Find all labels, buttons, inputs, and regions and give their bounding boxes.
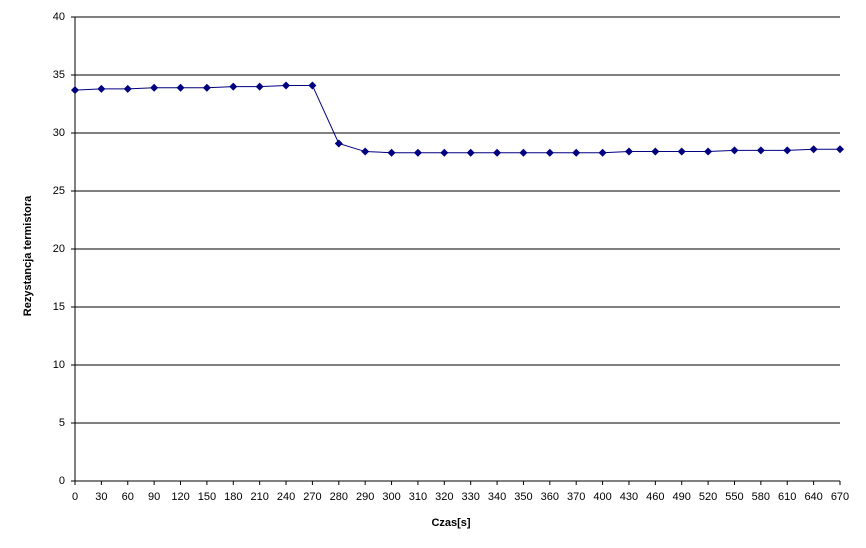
x-tick-label: 430 [620, 491, 638, 503]
x-tick-label: 350 [514, 491, 532, 503]
y-axis-label: Rezystancja termistora [22, 195, 34, 316]
data-point [756, 146, 765, 155]
data-point [176, 83, 185, 92]
data-point [282, 81, 291, 90]
data-point [255, 82, 264, 91]
x-tick-label: 340 [488, 491, 506, 503]
x-tick-label: 90 [148, 491, 160, 503]
x-tick-label: 150 [198, 491, 216, 503]
data-point [572, 148, 581, 157]
y-tick-label: 5 [59, 417, 65, 429]
x-tick-label: 610 [778, 491, 796, 503]
data-point [308, 81, 317, 90]
data-point [783, 146, 792, 155]
data-point [677, 147, 686, 156]
y-tick-label: 35 [53, 69, 65, 81]
x-tick-label: 640 [804, 491, 822, 503]
x-tick-label: 550 [725, 491, 743, 503]
y-tick-label: 25 [53, 185, 65, 197]
data-point [413, 148, 422, 157]
x-tick-label: 270 [303, 491, 321, 503]
x-tick-label: 320 [435, 491, 453, 503]
x-tick-label: 300 [382, 491, 400, 503]
y-tick-label: 0 [59, 475, 65, 487]
data-point [97, 84, 106, 93]
y-tick-label: 15 [53, 301, 65, 313]
data-point [440, 148, 449, 157]
x-tick-label: 520 [699, 491, 717, 503]
x-tick-label: 180 [224, 491, 242, 503]
data-point [493, 148, 502, 157]
data-point [229, 82, 238, 91]
x-tick-label: 400 [593, 491, 611, 503]
x-tick-label: 290 [356, 491, 374, 503]
data-point [545, 148, 554, 157]
x-tick-label: 490 [673, 491, 691, 503]
data-point [361, 147, 370, 156]
data-point [334, 139, 343, 148]
x-tick-label: 0 [72, 491, 78, 503]
data-point [836, 145, 844, 154]
x-tick-label: 360 [541, 491, 559, 503]
data-point [466, 148, 475, 157]
x-tick-label: 240 [277, 491, 295, 503]
x-axis-label: Czas[s] [431, 517, 470, 529]
x-tick-label: 210 [250, 491, 268, 503]
data-point [150, 83, 159, 92]
data-point [651, 147, 660, 156]
y-tick-label: 40 [53, 11, 65, 23]
x-tick-label: 120 [171, 491, 189, 503]
x-tick-label: 460 [646, 491, 664, 503]
y-tick-label: 10 [53, 359, 65, 371]
data-point [123, 84, 132, 93]
data-point [519, 148, 528, 157]
x-tick-label: 30 [95, 491, 107, 503]
data-point [71, 86, 79, 95]
x-tick-label: 310 [409, 491, 427, 503]
data-point [387, 148, 396, 157]
x-tick-label: 330 [462, 491, 480, 503]
data-point [704, 147, 713, 156]
x-tick-label: 580 [752, 491, 770, 503]
data-line [74, 84, 840, 154]
data-point [598, 148, 607, 157]
x-tick-label: 370 [567, 491, 585, 503]
data-point [624, 147, 633, 156]
data-point [730, 146, 739, 155]
y-tick-label: 30 [53, 127, 65, 139]
x-tick-label: 280 [330, 491, 348, 503]
x-tick-label: 670 [831, 491, 849, 503]
x-tick-label: 60 [122, 491, 134, 503]
y-tick-label: 20 [53, 243, 65, 255]
data-point [809, 145, 818, 154]
data-point [202, 83, 211, 92]
